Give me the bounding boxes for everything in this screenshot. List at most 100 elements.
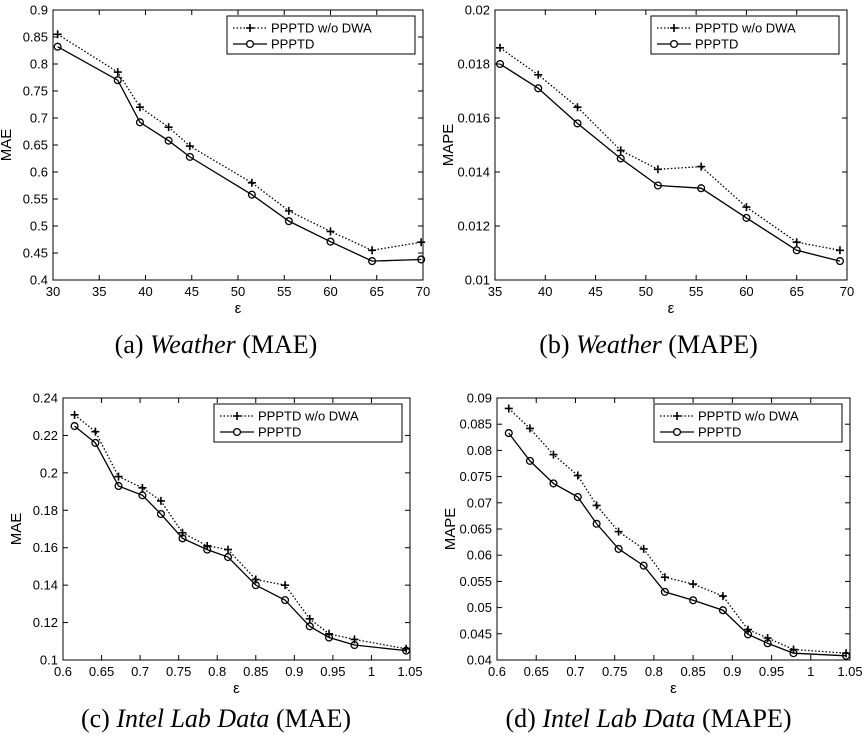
plus-marker	[114, 472, 123, 481]
y-tick-label: 0.065	[459, 522, 492, 537]
circle-marker	[305, 622, 314, 631]
x-tick-label: 0.95	[320, 664, 345, 679]
plus-marker	[660, 573, 669, 582]
circle-marker	[203, 545, 212, 554]
y-tick-label: 0.045	[459, 626, 492, 641]
y-tick-label: 0.075	[459, 469, 492, 484]
legend-entry-label: PPPTD w/o DWA	[271, 21, 372, 36]
plus-marker	[763, 633, 772, 642]
caption-d-metric: (MAPE)	[701, 704, 792, 733]
legend-circle-marker	[669, 39, 679, 49]
plus-marker	[592, 501, 601, 510]
legend-entry-label: PPPTD w/o DWA	[698, 409, 799, 424]
x-tick-label: 30	[46, 284, 60, 299]
legend-plus-marker	[673, 412, 681, 420]
y-axis-label: MAPE	[442, 508, 459, 551]
caption-a-metric: (MAE)	[242, 330, 318, 359]
x-tick-label: 45	[185, 284, 199, 299]
legend-entry-label: PPPTD	[698, 425, 741, 440]
circle-marker	[368, 257, 377, 266]
y-tick-label: 0.1	[40, 653, 58, 668]
circle-marker	[573, 119, 582, 128]
circle-marker	[251, 581, 260, 590]
plus-marker	[835, 246, 844, 255]
circle-marker	[324, 633, 334, 642]
circle-marker	[697, 184, 706, 193]
plus-marker	[525, 424, 534, 433]
x-tick-label: 1.05	[837, 664, 862, 679]
y-tick-label: 0.085	[459, 417, 492, 432]
series-line-ppptd	[74, 425, 407, 652]
circle-marker	[742, 213, 751, 222]
legend-plus-marker	[233, 412, 241, 420]
x-tick-label: 0.7	[566, 664, 584, 679]
plus-marker	[70, 410, 79, 419]
circle-marker	[284, 217, 293, 226]
plus-marker	[247, 178, 256, 187]
plus-marker	[284, 206, 293, 215]
circle-marker	[653, 181, 662, 190]
circle-marker	[223, 553, 233, 562]
chart-panel-b: 35 40 45 50 55 60 65 70 0.01 0.012 0.014 0.016 0.018…	[432, 0, 865, 376]
plus-marker	[504, 404, 513, 413]
chart-panel-d: 0.6 0.65 0.7 0.75 0.8 0.85 0.9 0.95 1 1.05 0.04 0.0…	[432, 376, 865, 752]
plus-marker	[185, 142, 194, 151]
plus-marker	[534, 70, 543, 79]
circle-marker	[660, 587, 669, 596]
x-tick-label: 0.95	[759, 664, 784, 679]
y-tick-label: 0.12	[33, 615, 58, 630]
plus-marker	[326, 227, 335, 236]
circle-marker	[835, 257, 845, 266]
y-tick-label: 0.6	[30, 165, 48, 180]
circle-marker	[326, 237, 335, 246]
circle-marker	[504, 429, 513, 438]
x-tick-label: 40	[538, 284, 552, 299]
y-tick-label: 0.9	[30, 3, 48, 18]
plus-marker	[614, 527, 623, 536]
plus-marker	[573, 471, 582, 480]
circle-marker	[495, 59, 505, 69]
y-tick-label: 0.08	[467, 443, 492, 458]
x-tick-label: 0.85	[243, 664, 268, 679]
circle-marker	[718, 606, 727, 615]
plus-marker	[697, 162, 706, 171]
circle-marker	[113, 76, 122, 85]
x-tick-label: 70	[840, 284, 854, 299]
plus-marker	[135, 103, 144, 112]
y-tick-label: 0.2	[40, 465, 58, 480]
x-tick-label: 55	[689, 284, 703, 299]
y-tick-label: 0.01	[465, 273, 490, 288]
chart-svg-c: 0.6 0.65 0.7 0.75 0.8 0.85 0.9 0.95 1 1.05 0.1 0.12…	[8, 391, 423, 698]
legend-entry-label: PPPTD	[695, 37, 738, 52]
x-tick-label: 0.8	[645, 664, 663, 679]
legend-entry-label: PPPTD w/o DWA	[695, 21, 796, 36]
x-tick-label: 0.8	[208, 664, 226, 679]
series-line-ppptd-wo-dwa	[499, 47, 841, 251]
legend-circle-marker	[232, 427, 242, 437]
caption-d: (d) Intel Lab Data (MAPE)	[432, 704, 865, 734]
x-tick-label: 1	[807, 664, 814, 679]
caption-b-label: (b)	[539, 330, 570, 359]
series-line-ppptd	[57, 46, 422, 262]
plus-marker	[156, 496, 165, 505]
y-tick-label: 0.4	[30, 273, 48, 288]
plus-marker	[639, 544, 648, 553]
y-axis-label: MAPE	[440, 124, 457, 167]
x-axis-label: ε	[670, 680, 677, 697]
x-tick-label: 0.65	[89, 664, 114, 679]
x-tick-label: 0.75	[166, 664, 191, 679]
chart-panel-a: 30 35 40 45 50 55 60 65 70 0.4 0.45 0.5 0.55 0.6 0.65 0…	[0, 0, 432, 376]
caption-b-metric: (MAPE)	[668, 330, 758, 359]
series-line-ppptd-wo-dwa	[74, 414, 407, 650]
plus-marker	[549, 450, 558, 459]
legend-box	[213, 403, 403, 443]
plus-marker	[53, 30, 62, 39]
y-tick-label: 0.65	[23, 138, 48, 153]
plus-marker	[113, 68, 122, 77]
y-axis-label: MAE	[8, 513, 25, 546]
circle-marker	[91, 438, 100, 447]
y-tick-label: 0.22	[33, 428, 58, 443]
caption-c-dataset: Intel Lab Data	[116, 704, 270, 733]
